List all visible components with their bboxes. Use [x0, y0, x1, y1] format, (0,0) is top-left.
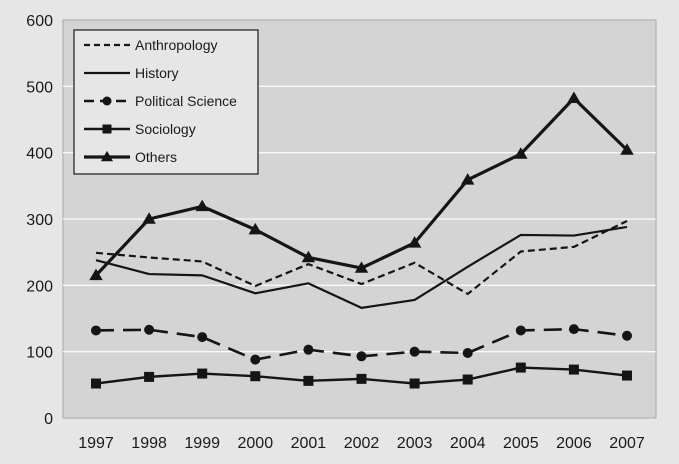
- x-tick-label: 2000: [238, 435, 274, 452]
- data-point-triangle: [301, 250, 316, 263]
- series-line: [95, 220, 628, 296]
- data-point-triangle: [248, 222, 263, 235]
- data-point-triangle: [407, 236, 422, 248]
- data-point-circle: [622, 330, 632, 341]
- y-tick-label: 500: [26, 79, 53, 96]
- legend-label: History: [135, 65, 179, 81]
- data-point-circle: [462, 347, 473, 358]
- y-tick-label: 200: [26, 278, 53, 295]
- data-point-square: [102, 124, 112, 134]
- data-point-circle: [515, 325, 526, 336]
- data-point-circle: [356, 351, 367, 362]
- data-point-square: [568, 364, 579, 375]
- x-tick-label: 2003: [397, 435, 433, 452]
- data-point-triangle: [142, 212, 156, 224]
- series-group: [89, 91, 634, 389]
- data-point-circle: [568, 324, 579, 335]
- data-point-square: [250, 371, 261, 382]
- series-line: [95, 225, 628, 309]
- legend-label: Sociology: [135, 121, 196, 137]
- x-tick-label: 1998: [131, 435, 167, 452]
- data-point-triangle: [89, 268, 103, 281]
- x-tick-label: 2007: [609, 435, 645, 452]
- data-point-circle: [197, 332, 208, 343]
- data-point-triangle: [354, 261, 369, 273]
- data-point-circle: [250, 354, 261, 365]
- x-axis-ticks: 1997 1998 1999 2000 2001 2002 2003 2004 2005 2006…: [78, 435, 645, 452]
- data-point-square: [91, 378, 101, 389]
- data-point-square: [462, 374, 473, 385]
- x-tick-label: 2004: [450, 435, 486, 452]
- data-point-square: [303, 375, 314, 386]
- data-point-circle: [409, 346, 420, 357]
- x-tick-label: 2002: [344, 435, 380, 452]
- x-tick-label: 1999: [184, 435, 220, 452]
- data-point-circle: [303, 344, 314, 355]
- data-point-circle: [144, 324, 155, 335]
- y-tick-label: 600: [26, 13, 53, 30]
- legend: Anthropology History Political Science Soci…: [73, 29, 259, 175]
- y-tick-label: 400: [26, 146, 53, 163]
- x-tick-label: 2001: [291, 435, 327, 452]
- data-point-triangle: [620, 143, 634, 155]
- y-tick-label: 100: [26, 345, 53, 362]
- x-tick-label: 2006: [556, 435, 592, 452]
- data-point-square: [622, 370, 632, 381]
- data-point-triangle: [514, 147, 528, 159]
- y-axis-ticks: 0 100 200 300 400 500 600: [26, 13, 53, 428]
- x-tick-label: 2005: [503, 435, 539, 452]
- x-tick-label: 1997: [78, 435, 114, 452]
- data-point-square: [197, 368, 208, 379]
- data-point-triangle: [567, 91, 581, 103]
- data-point-triangle: [460, 173, 475, 185]
- y-tick-label: 0: [44, 411, 53, 428]
- legend-label: Political Science: [135, 93, 237, 109]
- legend-label: Anthropology: [135, 37, 218, 53]
- data-point-square: [409, 378, 420, 389]
- data-point-triangle: [195, 199, 209, 212]
- data-point-square: [144, 371, 155, 382]
- data-point-square: [356, 373, 367, 384]
- legend-label: Others: [135, 149, 177, 165]
- data-point-square: [515, 362, 526, 373]
- data-point-circle: [102, 96, 112, 106]
- y-tick-label: 300: [26, 212, 53, 229]
- data-point-triangle: [100, 150, 114, 162]
- data-point-circle: [91, 325, 101, 336]
